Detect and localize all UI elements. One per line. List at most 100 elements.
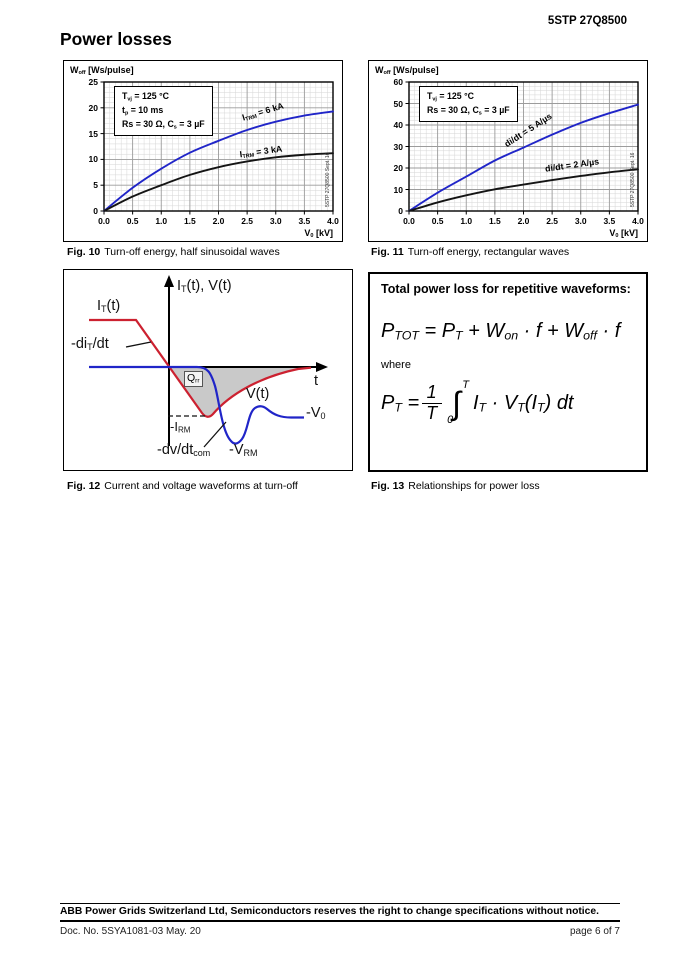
x-tick: 4.0	[327, 216, 339, 226]
x-tick: 2.0	[212, 216, 225, 226]
fig12-diagram: IT(t), V(t) t IT(t) -diT/dt Qrr V(t) -IR…	[63, 269, 353, 471]
y-tick: 30	[393, 141, 403, 152]
chart-watermark: 5STP 27Q8500 Sept. 16	[325, 152, 331, 207]
fig10-caption-number: Fig. 10	[67, 246, 101, 258]
x-axis-label: V0 [kV]	[609, 228, 638, 240]
x-tick: 3.5	[298, 216, 311, 226]
fig10-chart: 5STP 27Q8500 Sept. 16 Woff [Ws/pulse] 0 5 10…	[63, 60, 343, 242]
integral-sign: ∫	[452, 384, 461, 421]
where-label: where	[381, 359, 411, 371]
y-tick: 60	[393, 77, 403, 87]
x-tick: 2.0	[517, 216, 530, 226]
fig13-caption-text: Relationships for power loss	[408, 480, 540, 492]
x-tick: 3.5	[603, 216, 616, 226]
y-tick: 50	[393, 98, 403, 109]
current-waveform-curve	[89, 318, 312, 418]
page-title: Power losses	[60, 29, 172, 49]
legend-box: Tvj = 125 °C tp = 10 ms Rs = 30 Ω, Cs = 3 …	[114, 86, 213, 136]
fraction-numerator: 1	[421, 382, 442, 404]
footer-rule-bottom	[60, 920, 620, 922]
footer-row: Doc. No. 5SYA1081-03 May. 20 page 6 of 7	[60, 926, 620, 937]
legend-line: Tvj = 125 °C	[427, 91, 474, 103]
fig12-caption: Fig. 12 Current and voltage waveforms at …	[67, 480, 298, 492]
fig12-y-axis-label: IT(t), V(t)	[177, 278, 232, 294]
chart-watermark: 5STP 27Q8500 Sept. 16	[630, 152, 636, 207]
y-tick: 25	[88, 77, 98, 87]
legend-box: Tvj = 125 °C Rs = 30 Ω, Cs = 3 µF	[419, 86, 518, 122]
x-tick: 3.0	[574, 216, 587, 226]
fig12-t-axis-arrow-icon	[316, 362, 328, 372]
vrm-label: -VRM	[229, 442, 258, 458]
y-tick: 20	[88, 102, 98, 113]
fig13-caption-number: Fig. 13	[371, 480, 405, 492]
y-axis-label: Woff [Ws/pulse]	[70, 65, 134, 77]
x-tick: 0.0	[98, 216, 110, 226]
fig11-caption-number: Fig. 11	[371, 246, 404, 258]
fig12-y-axis-arrow-icon	[164, 275, 174, 287]
fraction-denominator: T	[426, 402, 438, 423]
fig12-caption-number: Fig. 12	[67, 480, 101, 492]
series-curve-1	[103, 152, 334, 212]
doc-number: 5STP 27Q8500	[547, 15, 627, 27]
y-tick: 0	[398, 206, 403, 216]
y-tick: 40	[393, 120, 403, 130]
voltage-waveform-curve	[89, 365, 304, 445]
y-tick: 0	[93, 206, 98, 216]
fraction: 1 T	[421, 382, 442, 424]
fig11-chart: 5STP 27Q8500 Sept. 16 Woff [Ws/pulse] 0 10 2…	[368, 60, 648, 242]
formula2-lhs: PT =	[381, 391, 420, 415]
qrr-label: Qrr	[184, 371, 203, 387]
x-tick: 1.5	[488, 216, 501, 226]
fig12-canvas	[89, 275, 328, 448]
footer-rule-top	[60, 903, 620, 904]
fig11-caption: Fig. 11 Turn-off energy, rectangular wave…	[371, 246, 569, 258]
legend-line: tp = 10 ms	[122, 104, 164, 117]
fig13-formula-box: Total power loss for repetitive waveform…	[368, 272, 648, 472]
x-tick: 1.5	[183, 216, 196, 226]
series-curve-1	[408, 168, 639, 212]
didt-label: -diT/dt	[71, 336, 109, 352]
x-tick: 0.5	[431, 216, 444, 226]
y-tick: 15	[88, 128, 98, 139]
integral-lower-limit: 0	[447, 413, 454, 426]
integral-upper-limit: T	[462, 378, 469, 391]
vt-label: V(t)	[246, 386, 270, 402]
y-tick: 20	[393, 163, 403, 173]
series-curve-0	[103, 110, 334, 212]
x-tick: 2.5	[241, 216, 254, 226]
series-curve-0	[408, 103, 639, 212]
x-axis-label: V0 [kV]	[304, 228, 333, 240]
irm-label: -IRM	[170, 419, 191, 435]
footer-disclaimer: ABB Power Grids Switzerland Ltd, Semicon…	[60, 906, 599, 917]
y-tick: 10	[88, 154, 98, 165]
fig11-caption-text: Turn-off energy, rectangular waves	[407, 246, 570, 258]
fig10-caption: Fig. 10 Turn-off energy, half sinusoidal …	[67, 246, 280, 258]
x-tick: 0.5	[126, 216, 139, 226]
y-tick: 5	[93, 180, 98, 191]
x-tick: 1.0	[460, 216, 473, 226]
it-label: IT(t)	[97, 298, 121, 314]
total-power-loss-formula: PTOT = PT + Won · f + Woff · f	[381, 320, 621, 343]
footer-doc-no: Doc. No. 5SYA1081-03 May. 20	[60, 926, 201, 937]
fig10-caption-text: Turn-off energy, half sinusoidal waves	[104, 246, 280, 258]
x-tick: 4.0	[632, 216, 644, 226]
fig12-caption-text: Current and voltage waveforms at turn-of…	[104, 480, 298, 492]
v0-label: -V0	[306, 405, 326, 421]
formula2-rhs: IT · VT(IT) dt	[472, 391, 574, 415]
conduction-loss-formula: PT = 1 T T ∫ 0 IT · VT(IT) dt	[381, 379, 635, 426]
integral: T ∫ 0	[447, 379, 469, 426]
legend-line: Tvj = 125 °C	[122, 91, 169, 103]
fig13-caption: Fig. 13 Relationships for power loss	[371, 480, 540, 492]
dvdt-pointer-line	[203, 421, 227, 448]
legend-line: Rs = 30 Ω, Cs = 3 µF	[122, 118, 205, 131]
dvdt-label: -dv/dtcom	[157, 442, 211, 458]
qrr-shaded-area	[169, 367, 304, 417]
fig12-t-label: t	[314, 373, 319, 389]
y-axis-label: Woff [Ws/pulse]	[375, 65, 439, 77]
didt-pointer-line	[125, 341, 152, 348]
x-tick: 2.5	[546, 216, 559, 226]
footer-page-number: page 6 of 7	[569, 926, 620, 937]
legend-line: Rs = 30 Ω, Cs = 3 µF	[427, 104, 510, 117]
x-tick: 3.0	[269, 216, 282, 226]
